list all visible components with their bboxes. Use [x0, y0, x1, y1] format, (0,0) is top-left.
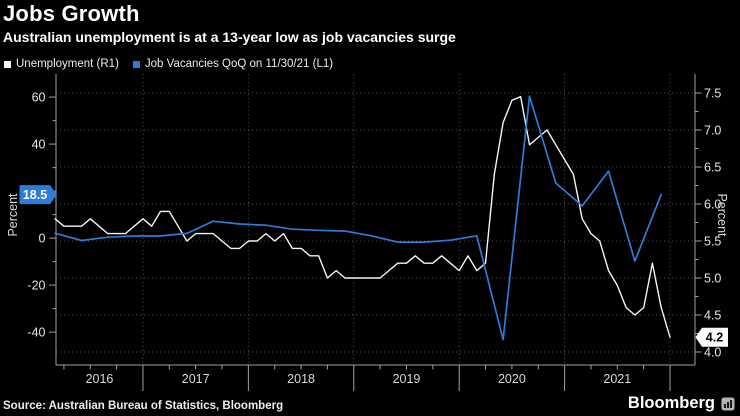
chart-title: Jobs Growth	[3, 1, 140, 26]
right-badge-value: 4.2	[706, 331, 723, 345]
right-axis-tick-label: 5.5	[704, 234, 721, 248]
data-series	[54, 95, 671, 341]
bloomberg-wordmark: Bloomberg	[627, 394, 715, 412]
x-axis-year-label: 2021	[603, 372, 631, 386]
left-axis-tick-label: 0	[39, 231, 46, 245]
last-value-badge-job-vacancies: 18.5	[19, 185, 57, 205]
left-axis-tick-label: 40	[32, 137, 46, 151]
right-axis-tick-label: 7.5	[704, 86, 721, 100]
x-axis-year-label: 2020	[498, 372, 526, 386]
left-badge-shape	[19, 185, 57, 205]
x-axis-year-label: 2018	[287, 372, 315, 386]
right-axis-tick-label: 5.0	[704, 271, 721, 285]
gridlines	[56, 74, 695, 365]
bloomberg-logo-icon	[721, 397, 735, 410]
right-axis-tick-label: 6.0	[704, 197, 721, 211]
left-axis-tick-label: 60	[32, 90, 46, 104]
right-axis-tick-label: 7.0	[704, 123, 721, 137]
chart-subtitle: Australian unemployment is at a 13-year …	[3, 29, 456, 45]
legend-label-job-vacancies: Job Vacancies QoQ on 11/30/21 (L1)	[144, 58, 334, 70]
left-axis-tick-label: -20	[27, 278, 45, 292]
bloomberg-brand: Bloomberg	[628, 394, 735, 413]
series-line-unemployment	[54, 95, 671, 338]
legend-label-unemployment: Unemployment (R1)	[16, 58, 119, 70]
last-value-badge-unemployment: 4.2	[695, 327, 728, 347]
source-note: Source: Australian Bureau of Statistics,…	[3, 400, 284, 412]
legend-item-job-vacancies: Job Vacancies QoQ on 11/30/21 (L1)	[132, 58, 334, 70]
series-line-job-vacancies	[54, 95, 663, 341]
right-badge-shape	[695, 327, 728, 347]
left-badge-value: 18.5	[23, 188, 47, 202]
left-axis-tick-label: -40	[27, 325, 45, 339]
right-axis-tick-label: 6.5	[704, 160, 721, 174]
right-axis-tick-label: 4.5	[704, 308, 721, 322]
x-axis-year-label: 2016	[86, 372, 114, 386]
legend-swatch-job-vacancies-icon	[132, 60, 140, 68]
x-axis-year-label: 2017	[182, 372, 210, 386]
legend-swatch-unemployment-icon	[4, 60, 11, 68]
legend-item-unemployment: Unemployment (R1)	[4, 58, 119, 70]
chart-legend: Unemployment (R1) Job Vacancies QoQ on 1…	[4, 58, 333, 70]
right-axis-tick-label: 4.0	[704, 345, 721, 359]
axes	[49, 74, 702, 391]
x-axis-year-label: 2019	[393, 372, 421, 386]
